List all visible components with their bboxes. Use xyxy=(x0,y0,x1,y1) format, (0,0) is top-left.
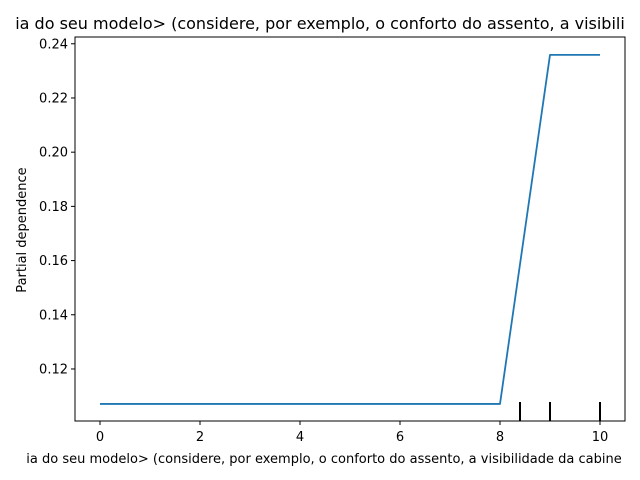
chart-title: ia do seu modelo> (considere, por exempl… xyxy=(15,14,625,33)
x-tick-label-5: 10 xyxy=(592,430,609,445)
axes-frame xyxy=(74,36,626,422)
y-tick-label-4: 0.20 xyxy=(39,146,68,161)
y-tick-label-6: 0.24 xyxy=(39,37,68,52)
x-tick-label-4: 8 xyxy=(496,430,504,445)
x-tick-label-0: 0 xyxy=(96,430,104,445)
series-line-0 xyxy=(100,53,600,405)
y-tick-label-2: 0.16 xyxy=(39,254,68,269)
y-axis-label: Partial dependence xyxy=(15,167,30,292)
x-tick-label-3: 6 xyxy=(396,430,404,445)
y-tick-label-5: 0.22 xyxy=(39,91,68,106)
x-tick-label-2: 4 xyxy=(296,430,304,445)
x-axis: 0 2 4 6 8 10 xyxy=(96,421,608,445)
y-tick-label-0: 0.12 xyxy=(39,362,68,377)
y-tick-label-1: 0.14 xyxy=(39,308,68,323)
x-axis-label: ia do seu modelo> (considere, por exempl… xyxy=(26,452,621,467)
y-tick-label-3: 0.18 xyxy=(39,200,68,215)
y-axis: 0.12 0.14 0.16 0.18 0.20 0.22 0.24 xyxy=(39,37,75,377)
plot-area xyxy=(100,53,601,421)
x-tick-label-1: 2 xyxy=(196,430,204,445)
